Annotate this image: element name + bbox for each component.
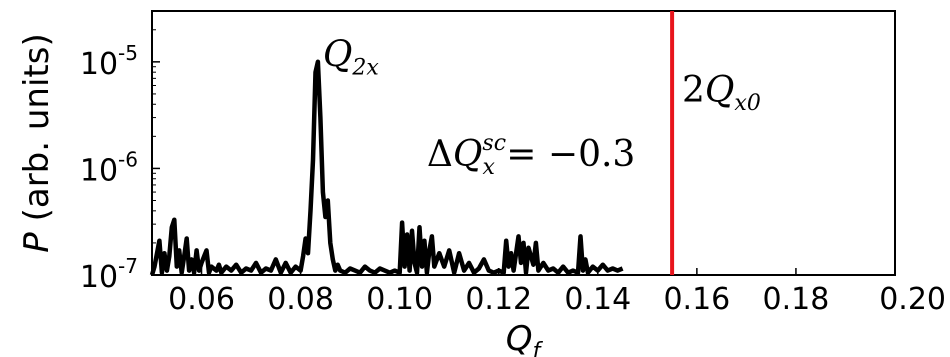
x-tick-label: 0.08 bbox=[267, 282, 334, 317]
y-axis-label: P (arb. units) bbox=[17, 33, 57, 252]
tune-shift-sub: x bbox=[482, 155, 495, 180]
x-axis-ticks: 0.06 0.08 0.10 0.12 0.14 0.16 0.18 0.20 bbox=[168, 268, 946, 317]
tune-shift-annotation: ΔQsc x = −0.3 bbox=[427, 131, 635, 180]
y-tick-label-exponent: -6 bbox=[118, 147, 138, 171]
y-axis-label-suffix: (arb. units) bbox=[17, 33, 57, 232]
x-tick-label: 0.10 bbox=[366, 282, 433, 317]
tune-shift-value: = −0.3 bbox=[495, 134, 635, 175]
reference-annotation: 2Qx0 bbox=[682, 70, 761, 116]
tune-shift-base: Q bbox=[453, 134, 483, 175]
x-axis-label-base: Q bbox=[506, 319, 533, 357]
y-tick-label-base: 10 bbox=[80, 153, 118, 188]
reference-annotation-sub: x0 bbox=[734, 91, 760, 116]
y-tick-label-exponent: -5 bbox=[118, 41, 138, 65]
tune-shift-sup: sc bbox=[482, 131, 506, 156]
y-tick-label-base: 10 bbox=[80, 260, 118, 295]
reference-annotation-base: Q bbox=[705, 70, 735, 111]
x-tick-label: 0.14 bbox=[564, 282, 631, 317]
tune-shift-delta: Δ bbox=[427, 134, 453, 175]
x-tick-label: 0.12 bbox=[465, 282, 532, 317]
x-tick-label: 0.18 bbox=[763, 282, 830, 317]
y-tick-label: 10-5 bbox=[80, 41, 138, 82]
x-tick-label: 0.20 bbox=[879, 282, 946, 317]
y-tick-label: 10-7 bbox=[80, 254, 138, 295]
spectrum-series-line bbox=[149, 59, 624, 276]
x-axis-label: Qf bbox=[506, 319, 544, 357]
x-tick-label: 0.16 bbox=[663, 282, 730, 317]
y-axis-ticks: 10-710-610-5 bbox=[80, 29, 160, 295]
reference-annotation-prefix: 2 bbox=[682, 70, 705, 111]
peak-annotation: Q2x bbox=[323, 35, 380, 81]
y-tick-label: 10-6 bbox=[80, 147, 138, 188]
peak-annotation-sub: 2x bbox=[351, 56, 379, 81]
plot-frame bbox=[151, 10, 896, 276]
peak-annotation-base: Q bbox=[323, 35, 353, 76]
y-tick-label-base: 10 bbox=[80, 47, 118, 82]
x-tick-label: 0.06 bbox=[168, 282, 235, 317]
y-axis-label-base: P bbox=[17, 232, 57, 253]
x-axis-label-sub: f bbox=[533, 339, 544, 357]
y-tick-label-exponent: -7 bbox=[118, 254, 138, 278]
